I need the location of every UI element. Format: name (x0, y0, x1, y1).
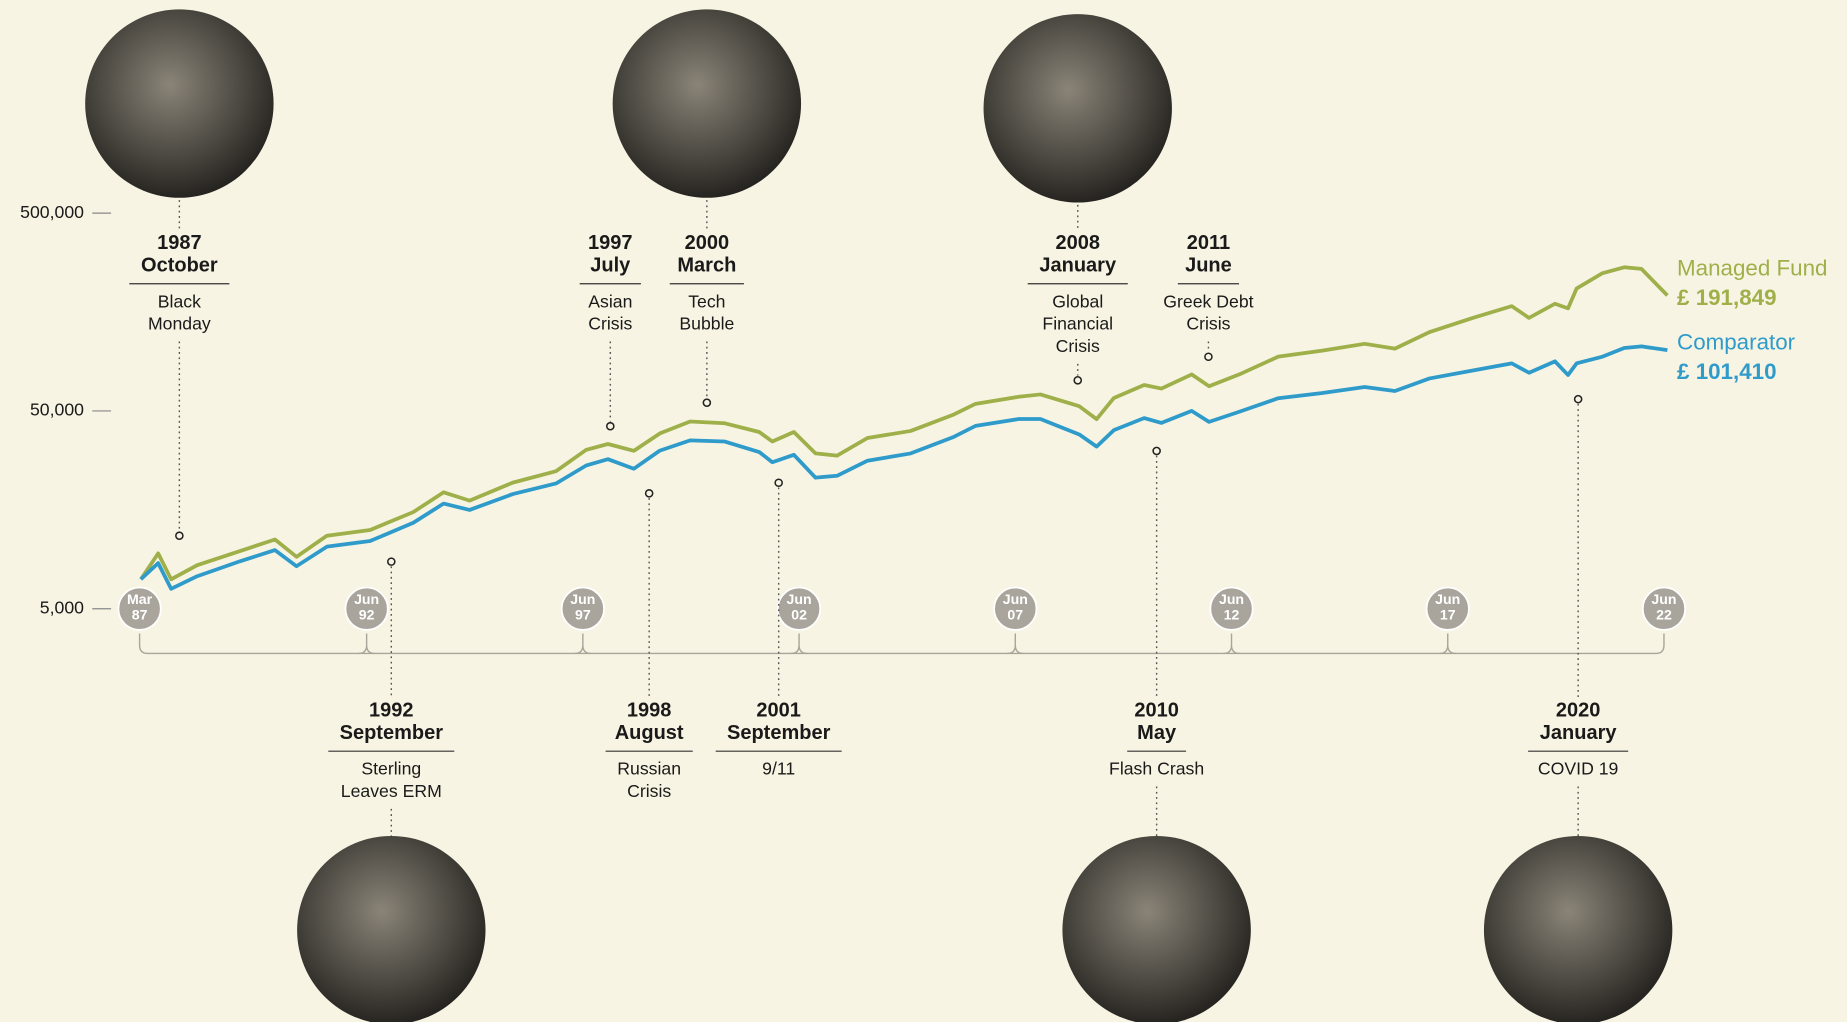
x-tick-label: 12 (1224, 607, 1240, 623)
x-tick-label: 02 (791, 607, 807, 623)
event-dot (703, 399, 710, 406)
event-year: 1987 (157, 232, 202, 254)
event-label: COVID 19 (1538, 759, 1618, 779)
x-tick-label: Jun (787, 591, 812, 607)
event-label: Monday (148, 314, 211, 334)
event-dot (1575, 396, 1582, 403)
event-label: Crisis (627, 781, 671, 801)
legend-value: £ 101,410 (1677, 359, 1776, 384)
event-month: September (340, 722, 444, 744)
event-dot (1153, 447, 1160, 454)
event-dot (1074, 377, 1081, 384)
event-dot (607, 423, 614, 430)
event-month: August (615, 722, 684, 744)
event-month: May (1137, 722, 1177, 744)
x-tick-label: Jun (1435, 591, 1460, 607)
event-photo (1062, 836, 1250, 1022)
event-label: 9/11 (762, 759, 795, 779)
event-label: Crisis (588, 314, 632, 334)
y-tick-label: 50,000 (30, 400, 84, 420)
event-month: March (677, 254, 736, 276)
event-year: 1997 (588, 232, 633, 254)
event-label: Black (158, 291, 201, 311)
event-label: Tech (688, 291, 725, 311)
legend-name: Comparator (1677, 330, 1796, 355)
x-tick-label: 92 (359, 607, 375, 623)
event-label: Financial (1042, 314, 1113, 334)
event-photo (613, 9, 801, 197)
event-dot (775, 479, 782, 486)
event-photo (297, 836, 485, 1022)
event-month: September (727, 722, 831, 744)
event-dot (646, 490, 653, 497)
event-label: Leaves ERM (341, 781, 442, 801)
event-month: January (1540, 722, 1618, 744)
event-label: Bubble (679, 314, 734, 334)
y-tick-label: 5,000 (40, 597, 84, 617)
event-year: 1998 (627, 699, 672, 721)
event-label: Greek Debt (1163, 291, 1253, 311)
x-tick-label: Mar (127, 591, 153, 607)
event-year: 2011 (1187, 232, 1230, 254)
legend-name: Managed Fund (1677, 256, 1827, 281)
event-month: October (141, 254, 218, 276)
event-month: January (1039, 254, 1117, 276)
event-label: Flash Crash (1109, 759, 1204, 779)
event-month: June (1185, 254, 1232, 276)
event-year: 2000 (685, 232, 729, 254)
x-tick-label: 07 (1007, 607, 1023, 623)
event-label: Sterling (361, 759, 421, 779)
event-month: July (590, 254, 631, 276)
y-tick-label: 500,000 (20, 202, 84, 222)
legend-value: £ 191,849 (1677, 285, 1776, 310)
event-label: Crisis (1186, 314, 1230, 334)
event-dot (1205, 353, 1212, 360)
event-year: 2001 (756, 699, 801, 721)
event-label: Crisis (1056, 336, 1100, 356)
x-tick-label: Jun (1003, 591, 1028, 607)
x-tick-label: 87 (132, 607, 148, 623)
x-tick-label: Jun (354, 591, 379, 607)
event-dot (176, 532, 183, 539)
event-year: 2010 (1134, 699, 1179, 721)
event-photo (85, 9, 273, 197)
x-tick-label: 17 (1440, 607, 1456, 623)
event-photo (1484, 836, 1672, 1022)
event-label: Asian (588, 291, 632, 311)
event-label: Global (1052, 291, 1103, 311)
event-label: Russian (617, 759, 681, 779)
x-tick-label: Jun (1651, 591, 1676, 607)
x-tick-label: 22 (1656, 607, 1672, 623)
event-photo (984, 14, 1172, 202)
event-year: 1992 (369, 699, 414, 721)
event-dot (388, 558, 395, 565)
event-year: 2008 (1055, 232, 1100, 254)
chart: 5,00050,000500,000Mar87Jun92Jun97Jun02Ju… (0, 0, 1847, 1022)
x-tick-label: Jun (570, 591, 595, 607)
x-tick-label: 97 (575, 607, 591, 623)
event-year: 2020 (1556, 699, 1601, 721)
x-tick-label: Jun (1219, 591, 1244, 607)
